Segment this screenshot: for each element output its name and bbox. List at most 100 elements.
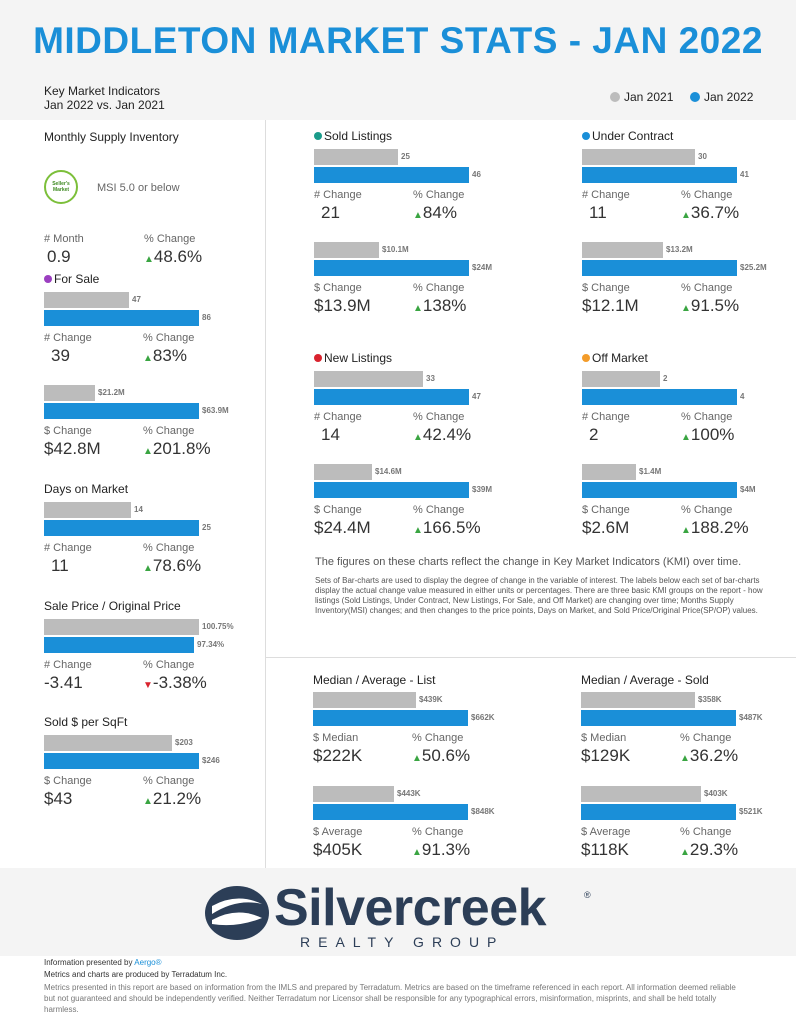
mlist-a-label-2021: $439K: [419, 695, 443, 704]
newl-c-label-2022: $39M: [472, 485, 493, 494]
msold-a-change-value: $129K: [581, 746, 631, 765]
newl-c-label-2021: $14.6M: [375, 467, 402, 476]
offm-a-pct-label: % Change: [681, 411, 733, 423]
sold-c-pct-value: ▲138%: [413, 296, 466, 316]
pct-text: 36.2%: [689, 746, 739, 765]
for-sale-a-change-value: 39: [51, 346, 70, 365]
for-sale-a-bar-2021: [44, 292, 129, 308]
offm-a-change-value: 2: [589, 425, 599, 444]
legend-blue-dot: [690, 92, 700, 102]
days-label-2022: 25: [202, 523, 211, 532]
pct-text: 100%: [690, 425, 735, 444]
pct-text: -3.38%: [152, 673, 207, 692]
for-sale-c-change-label: $ Change: [44, 425, 92, 437]
mlist-c-pct-value: ▲91.3%: [412, 840, 470, 860]
mlist-a-pct-value: ▲50.6%: [412, 746, 470, 766]
days-change-label: # Change: [44, 542, 92, 554]
mlist-a-change-value: $222K: [313, 746, 363, 765]
msold-a-pct-value: ▲36.2%: [680, 746, 738, 766]
for-sale-c-pct-label: % Change: [143, 425, 195, 437]
under-a-label-2021: 30: [698, 152, 707, 161]
up-arrow-icon: ▲: [413, 525, 423, 536]
msold-c-pct-value: ▲29.3%: [680, 840, 738, 860]
days-bar-2022: [44, 520, 199, 536]
for-sale-a-bar-2022: [44, 310, 199, 326]
sqft-change-label: $ Change: [44, 775, 92, 787]
spop-pct-value: ▼-3.38%: [143, 673, 207, 693]
days-pct-value: ▲78.6%: [143, 556, 201, 576]
newl-a-change-value: 14: [321, 425, 340, 444]
kmi-heading: Key Market Indicators Jan 2022 vs. Jan 2…: [44, 84, 165, 112]
section-title-text: Under Contract: [592, 129, 674, 143]
pct-text: 84%: [422, 203, 457, 222]
sold-a-pct-value: ▲84%: [413, 203, 457, 223]
spop-label-2022: 97.34%: [197, 640, 225, 649]
msi-month-label: # Month: [44, 233, 84, 245]
up-arrow-icon: ▲: [143, 796, 153, 807]
page-title: MIDDLETON MARKET STATS - JAN 2022: [33, 20, 763, 61]
msold-title: Median / Average - Sold: [581, 673, 709, 687]
up-arrow-icon: ▲: [680, 753, 690, 764]
mlist-c-change-value: $405K: [313, 840, 363, 859]
up-arrow-icon: ▲: [143, 563, 153, 574]
spop-pct-label: % Change: [143, 659, 195, 671]
up-arrow-icon: ▲: [143, 353, 153, 364]
pct-text: 42.4%: [422, 425, 472, 444]
msold-c-label-2021: $403K: [704, 789, 728, 798]
under-c-pct-label: % Change: [681, 282, 733, 294]
newl-c-change-value: $24.4M: [314, 518, 371, 537]
for-sale-c-pct-value: ▲201.8%: [143, 439, 211, 459]
sqft-change-value: $43: [44, 789, 73, 808]
up-arrow-icon: ▲: [681, 525, 691, 536]
pct-text: 201.8%: [152, 439, 211, 458]
sold-c-change-label: $ Change: [314, 282, 362, 294]
msold-c-pct-label: % Change: [680, 826, 732, 838]
msold-a-change-label: $ Median: [581, 732, 627, 744]
for-sale-a-pct-value: ▲83%: [143, 346, 187, 366]
msi-desc: MSI 5.0 or below: [97, 182, 180, 194]
for-sale-a-change-label: # Change: [44, 332, 92, 344]
legend-jan2021-label: Jan 2021: [624, 90, 674, 104]
sellers-market-badge: Seller's Market: [44, 170, 78, 204]
section-title-text: Off Market: [592, 351, 648, 365]
aergo-link[interactable]: Aergo®: [134, 958, 162, 967]
sold-a-change-label: # Change: [314, 189, 362, 201]
mlist-a-label-2022: $662K: [471, 713, 495, 722]
section-title-text: Sold Listings: [324, 129, 393, 143]
sold-a-label-2021: 25: [401, 152, 410, 161]
newl-c-bar-2021: [314, 464, 372, 480]
mlist-c-bar-2021: [313, 786, 394, 802]
section-title-text: Days on Market: [44, 482, 129, 496]
offm-c-bar-2021: [582, 464, 636, 480]
offm-a-bar-2022: [582, 389, 737, 405]
section-dot-icon: [44, 275, 52, 283]
msi-pct-label: % Change: [144, 233, 196, 245]
up-arrow-icon: ▲: [143, 446, 153, 457]
spop-change-value: -3.41: [44, 673, 83, 692]
offm-a-change-label: # Change: [582, 411, 630, 423]
under-c-label-2022: $25.2M: [740, 263, 767, 272]
pct-text: 36.7%: [690, 203, 740, 222]
under-c-bar-2022: [582, 260, 737, 276]
sqft-label-2021: $203: [175, 738, 193, 747]
msold-c-change-label: $ Average: [581, 826, 631, 838]
mlist-c-label-2022: $848K: [471, 807, 495, 816]
mlist-a-pct-label: % Change: [412, 732, 464, 744]
newl-title: New Listings: [314, 351, 392, 365]
pct-text: 91.5%: [690, 296, 740, 315]
pct-text: 29.3%: [689, 840, 739, 859]
mlist-a-bar-2022: [313, 710, 468, 726]
under-title: Under Contract: [582, 129, 673, 143]
spop-label-2021: 100.75%: [202, 622, 234, 631]
up-arrow-icon: ▲: [413, 210, 423, 221]
sold-a-bar-2022: [314, 167, 469, 183]
newl-a-bar-2021: [314, 371, 423, 387]
section-title-text: Sale Price / Original Price: [44, 599, 181, 613]
offm-c-pct-label: % Change: [681, 504, 733, 516]
offm-c-pct-value: ▲188.2%: [681, 518, 749, 538]
section-title-text: Median / Average - List: [313, 673, 436, 687]
newl-a-pct-value: ▲42.4%: [413, 425, 471, 445]
under-a-pct-label: % Change: [681, 189, 733, 201]
under-a-change-label: # Change: [582, 189, 630, 201]
msold-a-label-2022: $487K: [739, 713, 763, 722]
